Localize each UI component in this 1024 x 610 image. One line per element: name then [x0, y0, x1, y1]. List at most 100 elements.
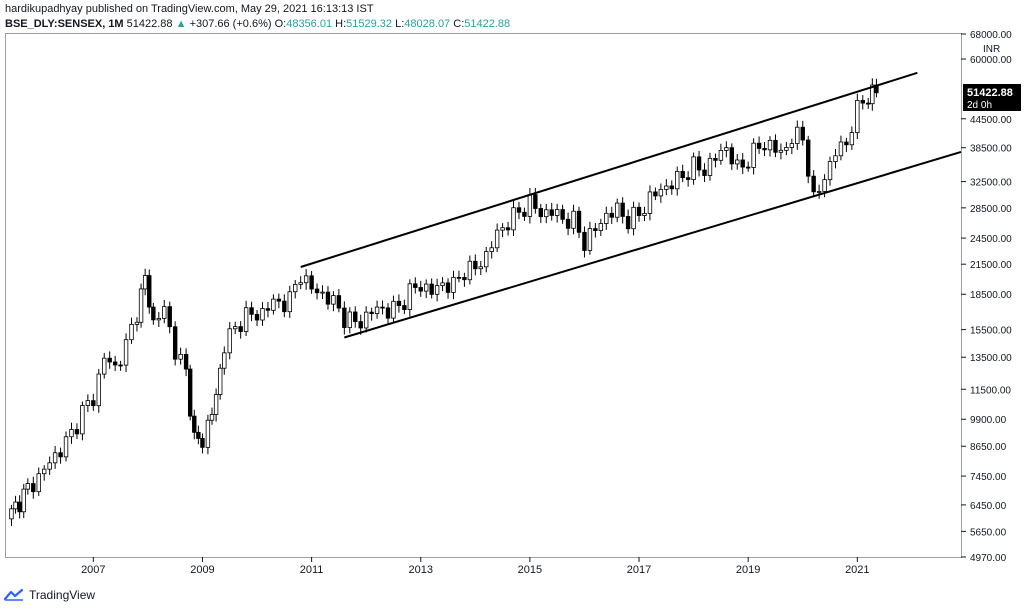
candle-body	[374, 306, 380, 314]
candle-body	[178, 354, 183, 360]
candle-body	[407, 283, 413, 310]
candle-body	[391, 300, 396, 319]
candle-body	[418, 287, 423, 292]
candle-body	[314, 288, 320, 294]
candle-body	[232, 326, 238, 330]
candle-body	[773, 139, 778, 153]
last-price-tag: 51422.88 2d 0h	[963, 84, 1021, 111]
candle-body	[756, 142, 762, 149]
candle-body	[36, 473, 41, 493]
candle-body	[664, 185, 669, 190]
candle-body	[112, 361, 118, 366]
candle-body	[260, 308, 265, 321]
candle-body	[718, 150, 724, 161]
candle-body	[494, 229, 500, 249]
y-tick-label: 38500.00	[970, 144, 1012, 155]
high-value: 51529.32	[346, 18, 393, 30]
candle-body	[440, 282, 445, 287]
candle-body	[445, 282, 451, 293]
candle-body	[707, 157, 713, 176]
candle-body	[213, 394, 219, 415]
candle-body	[363, 311, 369, 329]
time-axis[interactable]: 2007 2009 2011 2013 2015 2017 2019 2021	[81, 557, 870, 576]
candle-body	[118, 364, 123, 367]
candle-body	[320, 291, 325, 294]
y-tick-label: 60000.00	[970, 55, 1012, 66]
candle-body	[833, 155, 838, 162]
candle-body	[369, 311, 374, 314]
candle-body	[789, 143, 795, 148]
countdown-label: 2d 0h	[967, 100, 992, 111]
candle-body	[52, 452, 58, 464]
candle-body	[282, 300, 287, 313]
candle-body	[844, 141, 849, 146]
candle-body	[353, 311, 358, 323]
candle-body	[358, 321, 363, 329]
ohlc-legend: BSE_DLY:SENSEX, 1M 51422.88 ▲ +307.66 (+…	[5, 17, 965, 32]
candle-body	[724, 147, 729, 151]
candle-body	[735, 159, 740, 165]
candle-body	[658, 188, 664, 197]
candle-body	[162, 306, 167, 319]
candle-body	[533, 194, 538, 209]
candle-body	[675, 171, 680, 190]
price-chart[interactable]: 68000.00 60000.00 44500.00 38500.00 32500.00…	[0, 0, 1024, 580]
candle-body	[806, 139, 811, 177]
candle-body	[467, 260, 473, 281]
candle-body	[549, 209, 554, 216]
candle-body	[762, 148, 767, 151]
candle-body	[631, 206, 636, 230]
publisher-line: hardikupadhyay published on TradingView.…	[5, 3, 374, 15]
x-tick-label: 2021	[845, 564, 869, 576]
y-tick-label: 28500.00	[970, 204, 1012, 215]
candle-body	[287, 291, 292, 313]
candle-body	[538, 208, 543, 218]
candle-body	[811, 175, 816, 193]
candle-body	[167, 306, 172, 328]
candle-body	[587, 228, 593, 251]
candle-body	[800, 126, 805, 141]
candle-body	[303, 275, 309, 284]
tradingview-footer[interactable]: TradingView	[4, 586, 95, 604]
candle-body	[816, 191, 822, 193]
candle-body	[147, 275, 152, 308]
candle-body	[331, 295, 336, 305]
candle-body	[243, 307, 249, 332]
candle-body	[238, 326, 243, 332]
candle-body	[196, 431, 201, 439]
symbol-label[interactable]: BSE_DLY:SENSEX, 1M	[5, 18, 124, 30]
close-label: C:	[453, 18, 465, 30]
low-label: L:	[395, 18, 405, 30]
candle-body	[582, 231, 587, 251]
x-tick-label: 2013	[409, 564, 433, 576]
candle-body	[151, 306, 156, 321]
candle-body	[47, 462, 52, 470]
candle-body	[500, 227, 505, 231]
x-tick-label: 2007	[81, 564, 105, 576]
candle-body	[625, 216, 631, 230]
plot-frame	[5, 33, 962, 558]
y-tick-label: 5650.00	[970, 527, 1007, 538]
y-tick-label: 15500.00	[970, 326, 1012, 337]
trendlines[interactable]	[300, 71, 962, 339]
candle-body	[200, 438, 205, 448]
candle-body	[21, 488, 26, 513]
candle-body	[17, 501, 22, 513]
candle-body	[604, 212, 609, 224]
candle-body	[866, 102, 871, 105]
last-price: 51422.88	[126, 18, 173, 30]
y-tick-label: 8650.00	[970, 442, 1007, 453]
candle-body	[462, 277, 467, 281]
y-tick-label: 21500.00	[970, 260, 1012, 271]
candle-body	[192, 415, 197, 433]
low-value: 48028.07	[404, 18, 451, 30]
candle-body	[593, 228, 598, 231]
y-tick-label: 18500.00	[970, 290, 1012, 301]
candle-body	[505, 227, 511, 231]
candle-body	[402, 305, 407, 310]
candle-body	[347, 311, 352, 328]
candle-body	[636, 206, 642, 216]
candle-body	[31, 483, 36, 493]
candle-body	[855, 100, 860, 133]
candle-body	[205, 419, 211, 448]
